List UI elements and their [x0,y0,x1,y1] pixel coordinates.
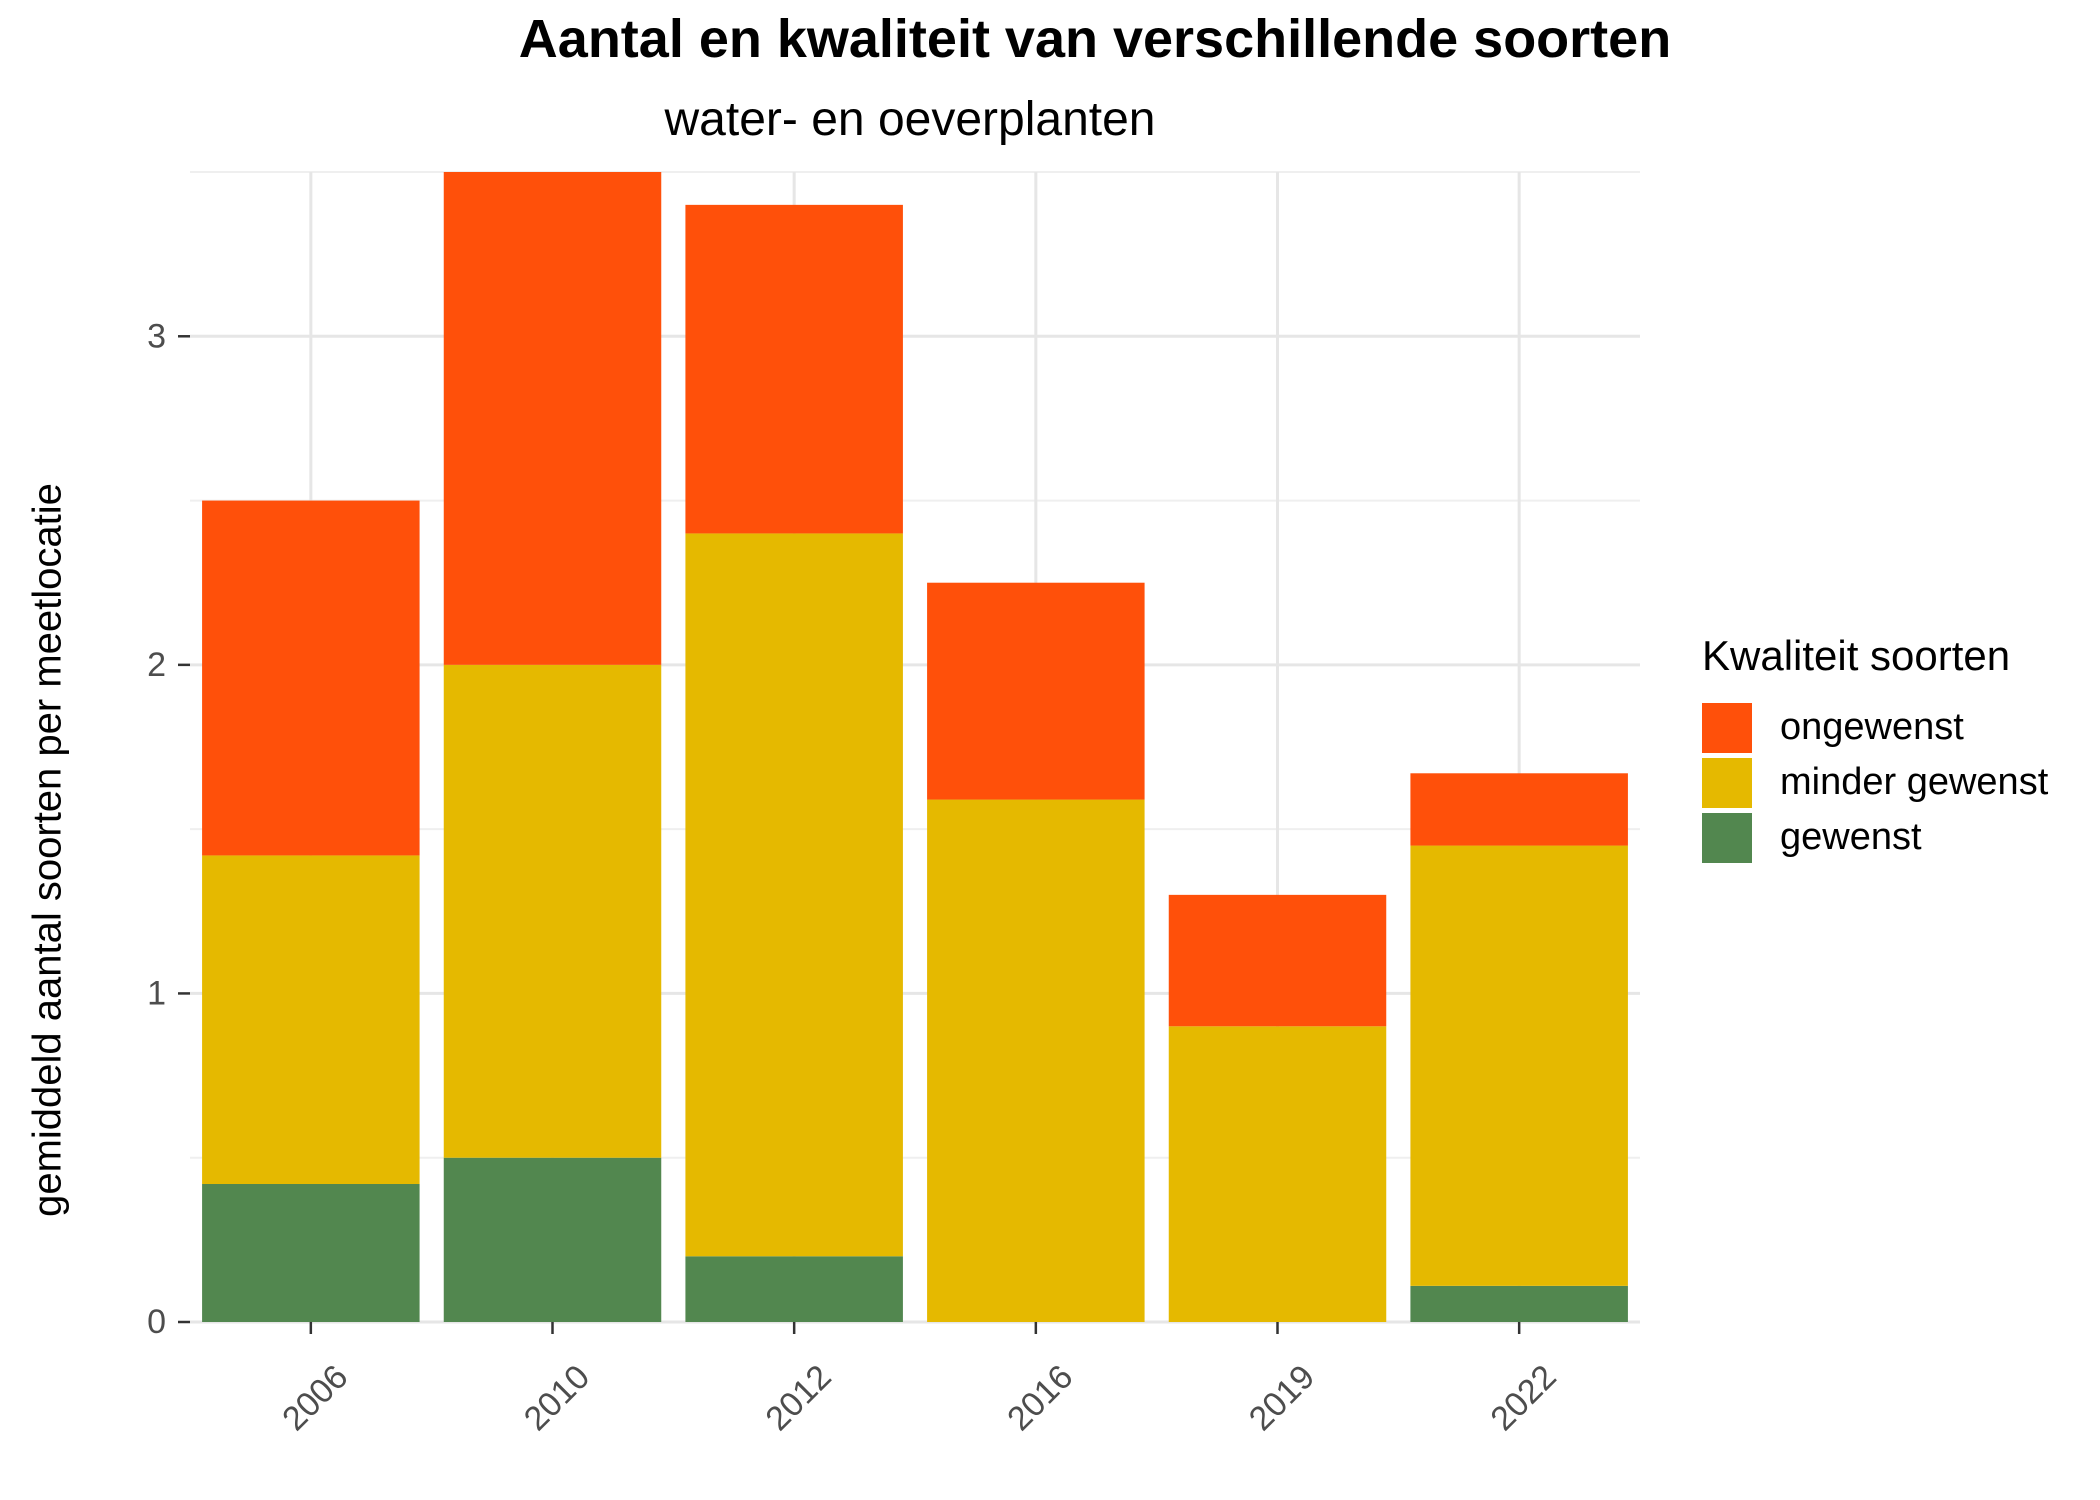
bar-2019-minder-gewenst [1168,1026,1387,1322]
bar-2016-ongewenst [927,582,1145,800]
x-tick-label: 2022 [1483,1358,1563,1438]
x-tick-label: 2010 [517,1358,597,1438]
bar-2012-ongewenst [685,204,903,534]
chart-subtitle: water- en oeverplanten [664,93,1156,146]
legend-label: gewenst [1780,816,1922,858]
bar-2022-gewenst [1410,1285,1628,1322]
y-tick-label: 3 [147,317,166,355]
y-tick-label: 1 [147,974,166,1012]
bar-2022-minder-gewenst [1410,845,1628,1286]
legend-title: Kwaliteit soorten [1702,632,2011,679]
x-tick-label: 2006 [275,1358,355,1438]
chart-title: Aantal en kwaliteit van verschillende so… [518,9,1672,69]
y-tick-label: 0 [147,1303,166,1341]
legend-item: ongewenst [1702,700,2048,755]
bar-2010-gewenst [443,1157,662,1322]
legend-items: ongewenst minder gewenst gewenst [1702,700,2048,865]
legend-label: ongewenst [1780,706,1964,748]
bar-2022-ongewenst [1410,773,1628,846]
bar-2010-ongewenst [443,172,662,665]
bar-2010-minder-gewenst [443,664,662,1158]
legend-swatch [1702,757,1752,808]
legend-label: minder gewenst [1780,761,2049,803]
bar-2012-minder-gewenst [685,533,903,1257]
bar-2019-ongewenst [1168,894,1387,1027]
legend-swatch [1702,702,1752,753]
legend: Kwaliteit soorten ongewenst minder gewens… [1702,632,2048,865]
bar-2006-ongewenst [202,500,420,856]
x-tick-label: 2019 [1242,1358,1322,1438]
legend-swatch [1702,812,1752,863]
x-tick-label: 2012 [758,1358,838,1438]
legend-item: gewenst [1702,810,2048,865]
legend-item: minder gewenst [1702,755,2048,810]
bar-2006-gewenst [202,1184,420,1322]
x-tick-label: 2016 [1000,1358,1080,1438]
bar-2012-gewenst [685,1256,903,1322]
bar-stacks [202,172,1628,1322]
bar-2016-minder-gewenst [927,799,1145,1322]
bar-2006-minder-gewenst [202,855,420,1184]
y-tick-label: 2 [147,646,166,684]
